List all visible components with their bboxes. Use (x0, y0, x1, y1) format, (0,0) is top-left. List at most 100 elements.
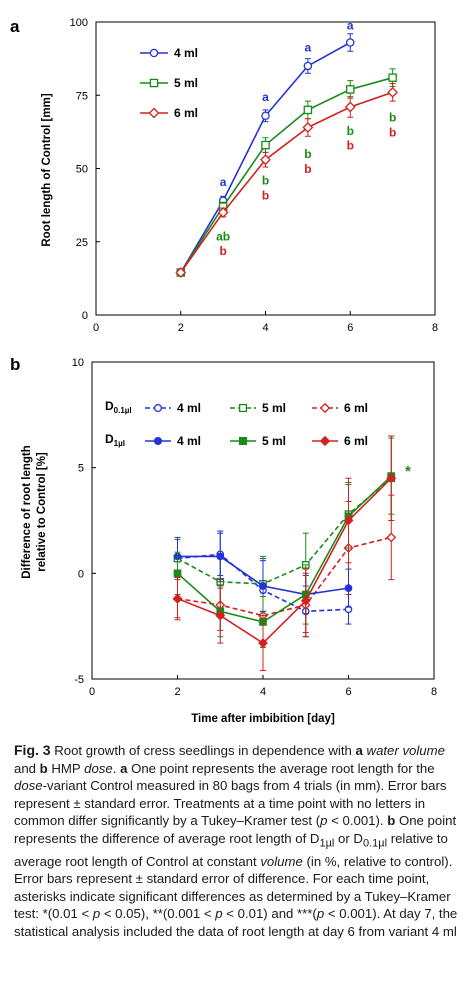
caption-text: Root growth of cress seedlings in depend… (50, 743, 356, 758)
marker-diamond (258, 638, 268, 648)
legend-label: 6 ml (174, 106, 198, 120)
panel-b-y-axis-label-line1: Difference of root length (21, 445, 33, 579)
legend-label: 4 ml (177, 401, 201, 415)
significance-letter: a (305, 40, 312, 54)
significance-letter: b (262, 174, 269, 188)
panel-b-ticks: 0 2 4 6 8 -5 0 5 10 (72, 357, 437, 698)
marker-diamond (260, 154, 271, 166)
marker-square (261, 140, 270, 150)
caption-ref-a: a (355, 743, 363, 758)
marker-circle (345, 38, 355, 47)
caption-text: . (112, 760, 121, 776)
panel-b-label: b (10, 355, 20, 374)
significance-asterisk: * (405, 463, 411, 480)
y-tick-label: 0 (78, 568, 84, 580)
caption-subscript: 0.1µl (362, 837, 388, 850)
panel-b-series (172, 435, 397, 672)
panel-a-chart: a Root length of Control [mm] 0 2 4 6 8 0 25 50… (10, 17, 438, 334)
significance-letter: b (347, 124, 354, 138)
y-tick-label: 50 (76, 164, 88, 176)
marker-diamond (302, 122, 314, 133)
caption-text: volume (260, 853, 303, 869)
caption-text: -variant Control measured in 80 bags fro… (14, 778, 447, 828)
caption-text: (in %, relative to control). Error bars … (14, 853, 453, 922)
caption-text: p (215, 906, 223, 922)
marker-square (173, 569, 182, 578)
figure-caption: Fig. 3 Root growth of cress seedlings in… (14, 742, 462, 940)
caption-text: and (14, 760, 40, 776)
series-line (177, 477, 392, 645)
caption-text: dose (14, 778, 43, 793)
marker-diamond (215, 610, 226, 621)
caption-text: p (320, 813, 328, 828)
panel-b-y-axis-label-line2: relative to Control [%] (36, 452, 48, 572)
series-6-ml-D0.1µl (172, 494, 397, 648)
legend-group-d01-label: D0.1µl (105, 399, 132, 415)
marker-square (303, 105, 313, 115)
marker-diamond (148, 107, 160, 119)
figure: a Root length of Control [mm] 0 2 4 6 802550… (10, 17, 438, 725)
x-tick-label: 4 (260, 686, 266, 698)
marker-diamond (172, 593, 183, 604)
marker-circle (153, 436, 163, 446)
marker-square (238, 403, 248, 413)
x-tick-label: 6 (345, 686, 351, 698)
x-tick-label: 0 (93, 322, 99, 334)
y-tick-label: 25 (76, 237, 88, 249)
marker-circle (149, 48, 159, 58)
marker-diamond (343, 515, 354, 526)
caption-ref-a: a (120, 760, 128, 776)
caption-text: < 0.001). At day 7, the statistical anal… (14, 906, 458, 939)
y-tick-label: 5 (78, 463, 84, 475)
marker-circle (303, 61, 313, 71)
series-line (180, 91, 393, 273)
marker-diamond (344, 101, 356, 113)
x-tick-label: 0 (89, 686, 95, 698)
series-6-ml-D1µl (172, 435, 397, 672)
panel-a-plot-frame (95, 21, 436, 316)
series-5-ml (176, 68, 397, 277)
panel-b-x-axis-label: Time after imbibition [day] (191, 713, 335, 725)
panel-b-chart: b Difference of root length relative to … (10, 355, 437, 725)
legend-label: 5 ml (262, 434, 286, 448)
significance-letter: b (304, 162, 311, 176)
legend-label: 4 ml (174, 46, 198, 60)
panel-a-ticks: 0 2 4 6 8 0 25 50 75 100 (70, 17, 438, 334)
significance-letter: a (262, 90, 269, 104)
legend-label: 6 ml (344, 434, 368, 448)
panel-a-legend: 4 ml 5 ml 6 ml (140, 46, 198, 120)
significance-letter: b (389, 125, 396, 139)
caption-text: < 0.05), **(0.001 < (100, 906, 216, 922)
marker-circle (216, 552, 225, 561)
caption-text: < 0.001). (327, 813, 388, 828)
panel-b-legend: D0.1µl D1µl 4 ml 5 ml 6 ml 4 ml 5 ml 6 ml (105, 399, 368, 448)
x-tick-label: 4 (262, 322, 268, 334)
marker-diamond (217, 207, 229, 218)
legend-label: 5 ml (174, 76, 198, 90)
series-line (176, 475, 392, 623)
marker-diamond (319, 435, 331, 447)
marker-square (238, 436, 248, 446)
series-5-ml-D1µl (173, 437, 396, 648)
significance-letter: ab (216, 229, 230, 243)
marker-square (345, 85, 355, 94)
caption-ref-b: b (387, 813, 396, 828)
legend-label: 4 ml (177, 434, 201, 448)
marker-square (149, 78, 159, 88)
significance-letter: b (389, 111, 396, 125)
x-tick-label: 2 (174, 686, 180, 698)
caption-subscript: 1µl (319, 837, 335, 850)
caption-text: One point represents the difference of a… (14, 813, 457, 846)
marker-circle (261, 111, 270, 121)
x-tick-label: 8 (432, 322, 438, 334)
marker-diamond (319, 402, 331, 414)
significance-letter: b (347, 138, 354, 152)
panel-a-label: a (10, 17, 20, 36)
significance-letter: a (347, 18, 354, 32)
marker-square (388, 73, 397, 82)
significance-letter: b (304, 147, 311, 161)
x-tick-label: 6 (347, 322, 353, 334)
caption-ref-b: b (39, 760, 48, 776)
panel-a-series (175, 33, 399, 278)
marker-diamond (175, 267, 187, 278)
